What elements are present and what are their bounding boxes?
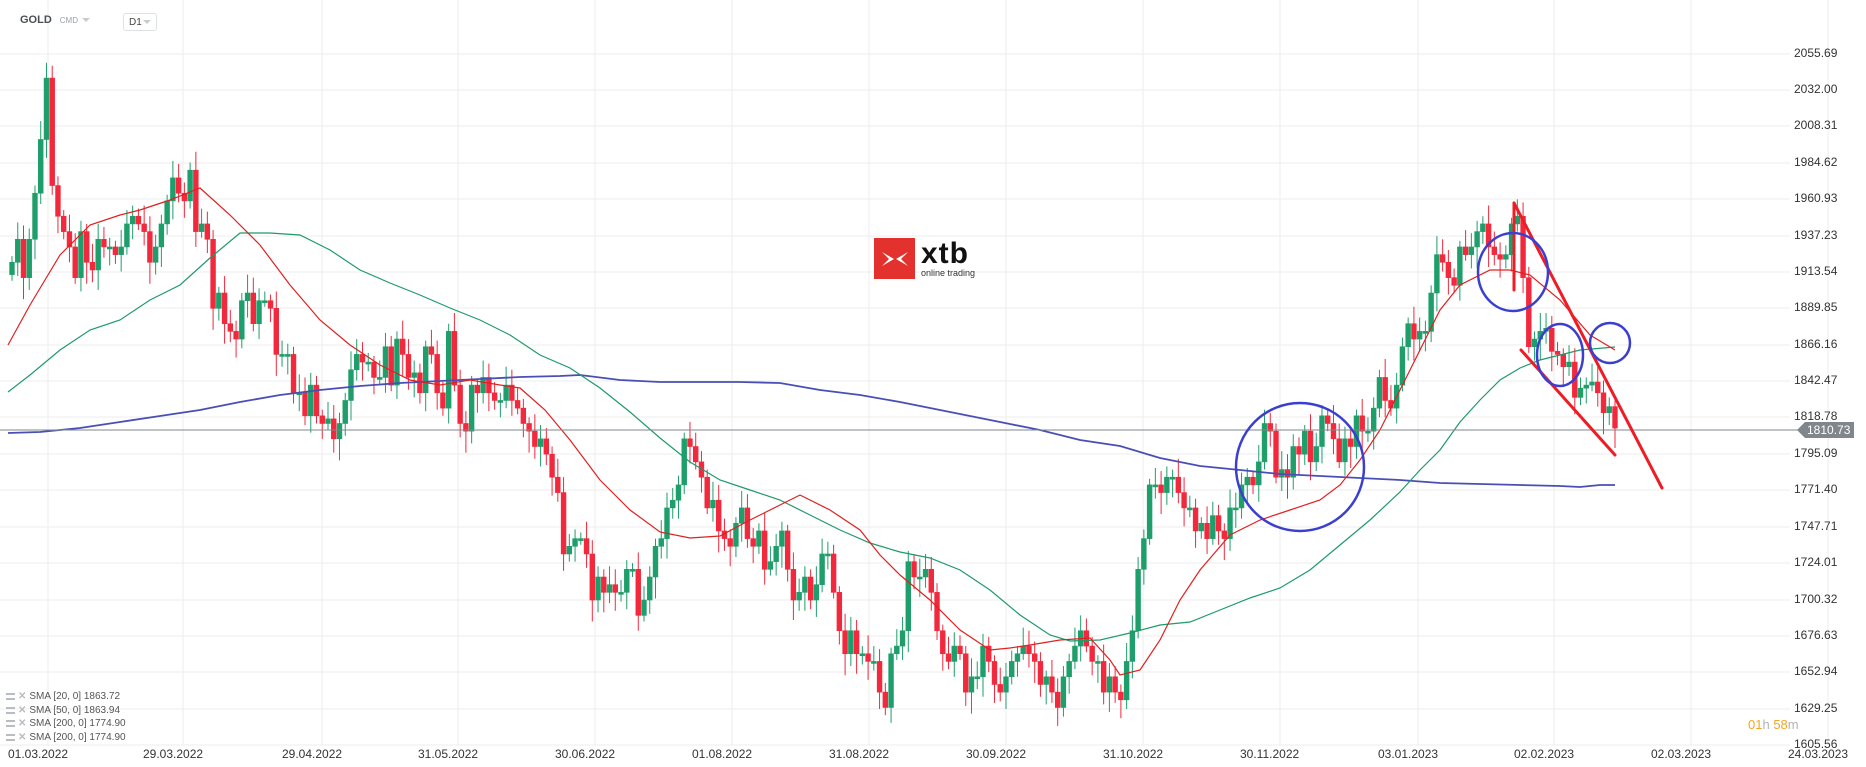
price-tick-label: 1866.16 <box>1794 337 1838 351</box>
price-tick-label: 1676.63 <box>1794 628 1838 642</box>
settings-icon[interactable] <box>6 720 15 728</box>
timeframe-label: D1 <box>129 16 142 28</box>
legend-row-sma200[interactable]: ✕ SMA [200, 0] 1774.90 <box>6 717 126 731</box>
date-tick-label: 02.03.2023 <box>1651 747 1712 761</box>
price-tick-label: 1700.32 <box>1794 592 1838 606</box>
legend-label: SMA [200, 0] 1774.90 <box>29 718 126 729</box>
price-tick-label: 1771.40 <box>1794 482 1838 496</box>
symbol-name: GOLD <box>20 14 52 26</box>
date-tick-label: 01.08.2022 <box>692 747 753 761</box>
legend-row-sma200-2[interactable]: ✕ SMA [200, 0] 1774.90 <box>6 731 126 745</box>
price-tick-label: 1724.01 <box>1794 555 1838 569</box>
chevron-down-icon <box>143 20 151 24</box>
price-tick-label: 2032.00 <box>1794 82 1838 96</box>
indicator-legend: ✕ SMA [20, 0] 1863.72 ✕ SMA [50, 0] 1863.9… <box>6 690 126 744</box>
date-tick-label: 31.05.2022 <box>418 747 479 761</box>
price-tick-label: 1984.62 <box>1794 155 1838 169</box>
price-tick-label: 1937.23 <box>1794 228 1838 242</box>
timer-minutes: 58 <box>1773 717 1788 732</box>
date-tick-label: 30.06.2022 <box>555 747 616 761</box>
legend-row-sma50[interactable]: ✕ SMA [50, 0] 1863.94 <box>6 704 126 718</box>
price-tick-label: 1889.85 <box>1794 300 1838 314</box>
price-tick-label: 2008.31 <box>1794 118 1838 132</box>
timeframe-dropdown[interactable]: D1 <box>123 13 157 31</box>
remove-icon[interactable]: ✕ <box>18 704 27 716</box>
settings-icon[interactable] <box>6 733 15 741</box>
remove-icon[interactable]: ✕ <box>18 731 27 743</box>
date-tick-label: 31.10.2022 <box>1103 747 1164 761</box>
date-tick-label: 29.04.2022 <box>282 747 343 761</box>
instrument-type: CMD <box>59 15 78 25</box>
date-tick-label: 29.03.2022 <box>143 747 204 761</box>
date-tick-label: 30.11.2022 <box>1240 747 1300 761</box>
instrument-type-dropdown[interactable]: CMD <box>60 16 90 25</box>
price-tick-label: 1605.56 <box>1794 737 1838 751</box>
xtb-logo: xtb online trading <box>874 238 975 279</box>
timer-h-unit: h <box>1762 717 1770 732</box>
timer-m-unit: m <box>1787 717 1799 732</box>
settings-icon[interactable] <box>6 706 15 714</box>
legend-row-sma20[interactable]: ✕ SMA [20, 0] 1863.72 <box>6 690 126 704</box>
timer-hours: 01 <box>1748 717 1763 732</box>
price-tick-label: 1652.94 <box>1794 664 1838 678</box>
price-tick-label: 1747.71 <box>1794 519 1838 533</box>
remove-icon[interactable]: ✕ <box>18 718 27 729</box>
chevron-down-icon <box>82 18 90 22</box>
date-tick-label: 24.03.2023 <box>1788 747 1849 761</box>
price-tick-label: 1795.09 <box>1794 446 1838 460</box>
price-tick-label: 1842.47 <box>1794 373 1838 387</box>
settings-icon[interactable] <box>6 693 15 701</box>
legend-label: SMA [200, 0] 1774.90 <box>29 731 126 743</box>
xtb-x-icon <box>874 238 915 279</box>
price-tick-label: 1913.54 <box>1794 264 1838 278</box>
price-tick-label: 1629.25 <box>1794 701 1838 715</box>
legend-label: SMA [50, 0] 1863.94 <box>29 704 121 716</box>
symbol-header: GOLD CMD <box>20 14 90 26</box>
logo-tagline: online trading <box>921 267 976 278</box>
price-tick-label: 1818.78 <box>1794 409 1838 423</box>
current-price-badge: 1810.73 <box>1796 422 1855 438</box>
date-tick-label: 03.01.2023 <box>1378 747 1439 761</box>
price-tick-label: 2055.69 <box>1794 46 1838 60</box>
logo-brand: xtb <box>921 236 969 270</box>
date-tick-label: 02.02.2023 <box>1514 747 1575 761</box>
price-tick-label: 1960.93 <box>1794 191 1838 205</box>
legend-label: SMA [20, 0] 1863.72 <box>29 691 121 702</box>
date-tick-label: 01.03.2022 <box>8 747 69 761</box>
remove-icon[interactable]: ✕ <box>18 691 27 702</box>
candle-countdown: 01h 58m <box>1748 717 1799 732</box>
date-tick-label: 31.08.2022 <box>829 747 890 761</box>
date-tick-label: 30.09.2022 <box>966 747 1027 761</box>
